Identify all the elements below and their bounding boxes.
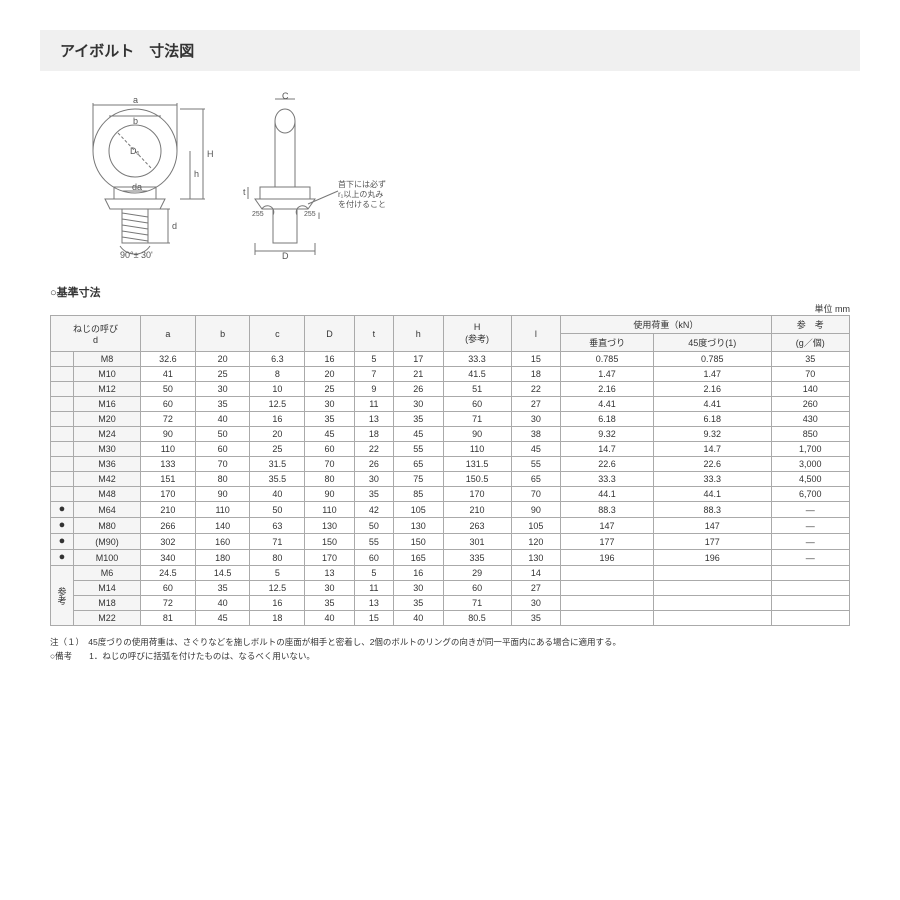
d-cell: M18 [74, 596, 141, 611]
unit-label: 単位 mm [0, 302, 850, 315]
d-cell: M80 [74, 518, 141, 534]
bullet-cell [51, 382, 74, 397]
dimension-table: ねじの呼びd a b c D t h H(参考) l 使用荷重（kN） 参 考 … [50, 315, 850, 626]
svg-text:H: H [207, 149, 214, 159]
d-cell: M12 [74, 382, 141, 397]
table-row: M832.6206.31651733.3150.7850.78535 [51, 352, 850, 367]
table-row: M361337031.5702665131.55522.622.63,000 [51, 457, 850, 472]
col-load-group: 使用荷重（kN） [561, 316, 771, 334]
bullet-cell [51, 352, 74, 367]
footnote-1: 注（１） 45度づりの使用荷重は、さぐりなどを施しボルトの座面が相手と密着し、2… [50, 636, 850, 650]
bullet-cell [51, 367, 74, 382]
bullet-cell [51, 397, 74, 412]
d-cell: M8 [74, 352, 141, 367]
col-load-v: 垂直づり [561, 334, 654, 352]
table-row: M14603512.53011306027 [51, 581, 850, 596]
svg-text:l: l [318, 211, 320, 221]
title-bar: アイボルト 寸法図 [40, 30, 860, 71]
table-row: M4817090409035851707044.144.16,700 [51, 487, 850, 502]
svg-text:D: D [282, 251, 289, 261]
table-row: ●M6421011050110421052109088.388.3— [51, 502, 850, 518]
bullet-cell: ● [51, 534, 74, 550]
col-ref: (g／個) [771, 334, 849, 352]
bullet-cell [51, 412, 74, 427]
svg-text:t: t [243, 187, 246, 197]
table-row: ●M802661406313050130263105147147— [51, 518, 850, 534]
table-row: M2281451840154080.535 [51, 611, 850, 626]
d-cell: M48 [74, 487, 141, 502]
svg-text:b: b [133, 116, 138, 126]
svg-text:r₁以上の丸み: r₁以上の丸み [338, 189, 383, 199]
table-row: M10412582072141.5181.471.4770 [51, 367, 850, 382]
svg-text:h: h [194, 169, 199, 179]
svg-text:255: 255 [304, 211, 316, 218]
bullet-cell [51, 442, 74, 457]
col-d: ねじの呼びd [51, 316, 141, 352]
table-row: M16603512.530113060274.414.41260 [51, 397, 850, 412]
table-row: M2490502045184590389.329.32850 [51, 427, 850, 442]
svg-text:da: da [132, 182, 142, 192]
svg-text:d: d [172, 221, 177, 231]
col-ref-group: 参 考 [771, 316, 849, 334]
d-cell: M6 [74, 566, 141, 581]
dimension-diagram: a b D₁ da h H d t 90°± 30' C D l 255 255… [60, 91, 840, 264]
table-row: M187240163513357130 [51, 596, 850, 611]
d-cell: M42 [74, 472, 141, 487]
sankou-group-label: 参考 [51, 566, 74, 626]
bullet-cell [51, 457, 74, 472]
footnotes: 注（１） 45度づりの使用荷重は、さぐりなどを施しボルトの座面が相手と密着し、2… [50, 636, 850, 663]
bullet-cell [51, 472, 74, 487]
table-row: M421518035.5803075150.56533.333.34,500 [51, 472, 850, 487]
col-D: D [305, 316, 355, 352]
d-cell: M24 [74, 427, 141, 442]
section-label: ○基準寸法 [50, 284, 850, 300]
footnote-2: ○備考 1．ねじの呼びに括弧を付けたものは、なるべく用いない。 [50, 650, 850, 664]
d-cell: M30 [74, 442, 141, 457]
table-row: M125030102592651222.162.16140 [51, 382, 850, 397]
d-cell: M10 [74, 367, 141, 382]
col-t: t [354, 316, 393, 352]
d-cell: M64 [74, 502, 141, 518]
table-row: M3011060256022551104514.714.71,700 [51, 442, 850, 457]
col-load-45: 45度づり(1) [653, 334, 771, 352]
bullet-cell: ● [51, 518, 74, 534]
table-row: ●(M90)3021607115055150301120177177— [51, 534, 850, 550]
svg-text:D₁: D₁ [130, 146, 140, 156]
d-cell: M16 [74, 397, 141, 412]
svg-text:首下には必ず: 首下には必ず [338, 179, 386, 189]
col-H: H(参考) [443, 316, 511, 352]
d-cell: (M90) [74, 534, 141, 550]
col-h: h [393, 316, 443, 352]
bullet-cell: ● [51, 502, 74, 518]
table-row: 参考M624.514.55135162914 [51, 566, 850, 581]
svg-text:90°± 30': 90°± 30' [120, 250, 153, 260]
d-cell: M22 [74, 611, 141, 626]
bullet-cell: ● [51, 550, 74, 566]
page-title: アイボルト 寸法図 [60, 43, 194, 60]
bullet-cell [51, 487, 74, 502]
d-cell: M36 [74, 457, 141, 472]
bullet-cell [51, 427, 74, 442]
svg-text:を付けること: を付けること [338, 199, 386, 209]
col-a: a [141, 316, 196, 352]
d-cell: M14 [74, 581, 141, 596]
d-cell: M20 [74, 412, 141, 427]
col-l: l [511, 316, 561, 352]
col-b: b [195, 316, 250, 352]
table-row: ●M1003401808017060165335130196196— [51, 550, 850, 566]
svg-text:a: a [133, 95, 138, 105]
table-row: M2072401635133571306.186.18430 [51, 412, 850, 427]
d-cell: M100 [74, 550, 141, 566]
svg-text:C: C [282, 91, 289, 101]
col-c: c [250, 316, 305, 352]
svg-text:255: 255 [252, 211, 264, 218]
